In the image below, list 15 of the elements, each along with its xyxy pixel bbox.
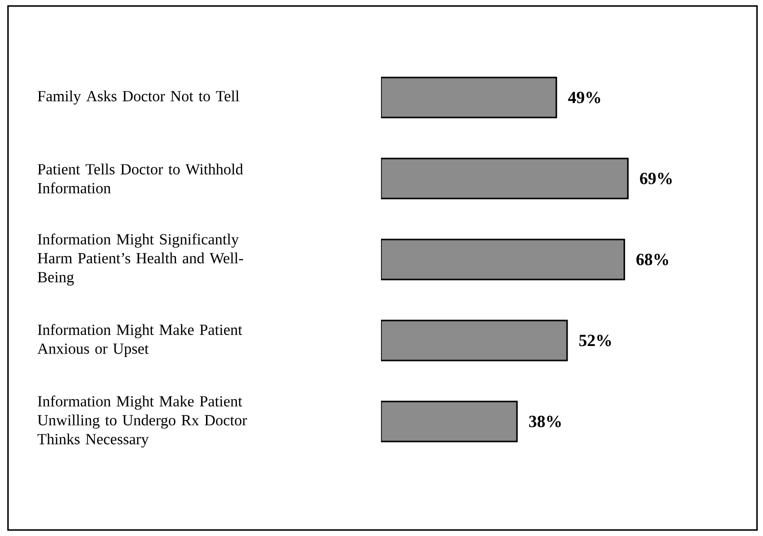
data-label: 38%: [529, 416, 561, 428]
y-tick-label: Information Might Make Patient Anxious or Upset: [37, 324, 242, 358]
y-tick-label: Family Asks Doctor Not to Tell: [38, 90, 240, 105]
bar: [381, 76, 558, 118]
bar: [381, 238, 626, 280]
data-label: 52%: [579, 334, 611, 346]
bar: [381, 400, 518, 442]
y-tick-label: Patient Tells Doctor to Withhold Information: [38, 164, 243, 194]
data-label: 69%: [640, 172, 672, 184]
bar: [381, 158, 629, 200]
y-tick-label: Information Might Significantly Harm Patient’s Health and Well-Being: [38, 233, 244, 286]
bar: [381, 320, 568, 362]
data-label: 68%: [636, 254, 668, 266]
y-tick-label: Information Might Make Patient Unwilling to Undergo Rx Doctor Thinks Necessary: [38, 395, 248, 448]
data-label: 49%: [568, 92, 600, 104]
